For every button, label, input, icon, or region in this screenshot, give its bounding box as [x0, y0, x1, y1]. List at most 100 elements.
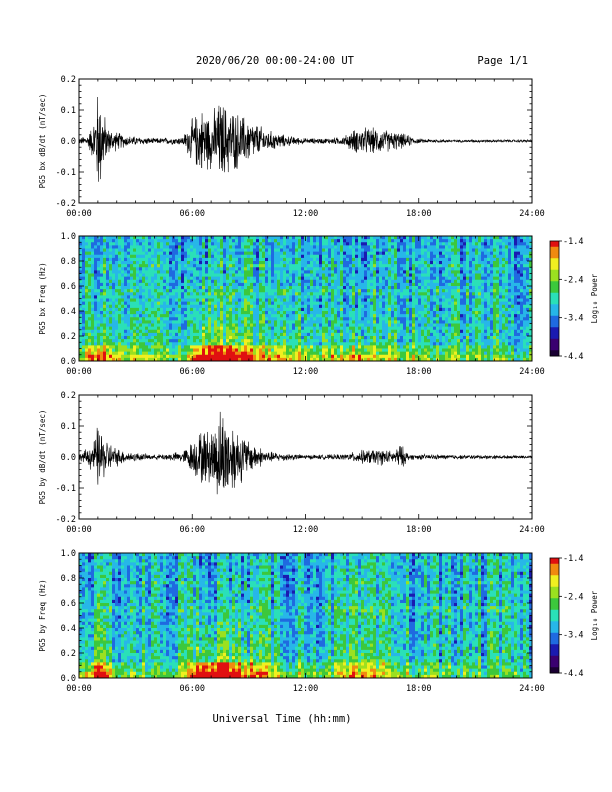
- y-tick-label: 0.6: [61, 282, 76, 292]
- colorbar-segment: [550, 308, 559, 311]
- colorbar-segment: [550, 281, 559, 284]
- colorbar-segment: [550, 604, 559, 607]
- colorbar-segment: [550, 287, 559, 290]
- colorbar-segment: [550, 333, 559, 336]
- colorbar-segment: [550, 582, 559, 586]
- colorbar-segment: [550, 321, 559, 324]
- colorbar-segment: [550, 279, 559, 282]
- colorbar-segment: [550, 628, 559, 632]
- x-tick-label: 00:00: [66, 684, 92, 694]
- y-tick-label: 1.0: [61, 549, 76, 559]
- x-tick-label: 18:00: [406, 525, 432, 535]
- colorbar-segment: [550, 558, 559, 561]
- colorbar-segment: [550, 264, 559, 267]
- colorbar-segment: [550, 290, 559, 294]
- colorbar-tick-label: -3.4: [563, 314, 583, 324]
- colorbar-segment: [550, 334, 559, 338]
- y-tick-label: 0.1: [61, 106, 76, 116]
- colorbar-segment: [550, 258, 559, 261]
- colorbar-segment: [550, 590, 559, 593]
- colorbar-segment: [550, 563, 559, 567]
- page-title: 2020/06/20 00:00-24:00 UT: [196, 55, 355, 67]
- colorbar-segment: [550, 267, 559, 271]
- y-tick-label: 0.2: [61, 75, 76, 85]
- plot-frame: [78, 394, 533, 520]
- y-tick-label: 0.4: [61, 307, 76, 317]
- plot-frame: [78, 235, 533, 362]
- colorbar-segment: [550, 634, 559, 638]
- y-tick-label: 1.0: [61, 232, 76, 242]
- colorbar-segment: [550, 600, 559, 603]
- colorbar-segment: [550, 651, 559, 655]
- y-axis-title: PG5 bx dB/dt (nT/sec): [38, 94, 47, 189]
- x-tick-label: 18:00: [406, 367, 432, 377]
- colorbar-segment: [550, 669, 559, 672]
- colorbar-segment: [550, 586, 559, 590]
- colorbar-segment: [550, 346, 559, 349]
- colorbar-segment: [550, 298, 559, 301]
- x-tick-label: 06:00: [179, 684, 205, 694]
- colorbar-segment: [550, 650, 559, 653]
- colorbar-segment: [550, 265, 559, 269]
- colorbar-segment: [550, 584, 559, 588]
- colorbar-segment: [550, 630, 559, 634]
- colorbar-segment: [550, 632, 559, 636]
- y-tick-label: 0.8: [61, 257, 76, 267]
- y-axis-title: PG5 by dB/dt (nT/sec): [38, 410, 47, 505]
- y-tick-label: -0.1: [56, 484, 76, 494]
- colorbar-segment: [550, 625, 559, 628]
- colorbar-segment: [550, 571, 559, 574]
- colorbar-tick-label: -2.4: [563, 275, 583, 285]
- series-line: [79, 411, 532, 495]
- colorbar-segment: [550, 613, 559, 616]
- colorbar-segment: [550, 607, 559, 611]
- colorbar-segment: [550, 665, 559, 668]
- colorbar-segment: [550, 627, 559, 630]
- colorbar-segment: [550, 667, 559, 670]
- colorbar-title: Log₁₀ Power: [590, 273, 599, 323]
- colorbar-segment: [550, 288, 559, 292]
- y-tick-label: 0.2: [61, 649, 76, 659]
- y-tick-label: 0.8: [61, 574, 76, 584]
- x-tick-label: 24:00: [519, 684, 545, 694]
- colorbar-segment: [550, 354, 559, 357]
- colorbar-segment: [550, 598, 559, 601]
- x-tick-label: 12:00: [293, 367, 319, 377]
- y-tick-label: 0.4: [61, 624, 76, 634]
- colorbar-segment: [550, 653, 559, 657]
- y-axis-title: PG5 by Freq (Hz): [38, 579, 47, 651]
- y-tick-label: 0.0: [61, 357, 76, 367]
- x-tick-label: 12:00: [293, 684, 319, 694]
- x-axis-title: Universal Time (hh:mm): [212, 713, 351, 725]
- colorbar-segment: [550, 269, 559, 273]
- colorbar-segment: [550, 617, 559, 620]
- colorbar-segment: [550, 260, 559, 263]
- colorbar-segment: [550, 581, 559, 584]
- x-tick-label: 24:00: [519, 367, 545, 377]
- colorbar-segment: [550, 296, 559, 299]
- colorbar-segment: [550, 315, 559, 319]
- colorbar-segment: [550, 342, 559, 345]
- y-tick-label: -0.2: [56, 199, 76, 209]
- colorbar-segment: [550, 331, 559, 334]
- colorbar-segment: [550, 594, 559, 597]
- x-tick-label: 00:00: [66, 209, 92, 219]
- colorbar-segment: [550, 577, 559, 580]
- colorbar-segment: [550, 285, 559, 288]
- colorbar-segment: [550, 602, 559, 605]
- colorbar-segment: [550, 336, 559, 340]
- colorbar-segment: [550, 313, 559, 317]
- colorbar-tick-label: -4.4: [563, 352, 583, 362]
- x-tick-label: 24:00: [519, 525, 545, 535]
- y-tick-label: 0.0: [61, 674, 76, 684]
- colorbar-tick-label: -4.4: [563, 669, 583, 679]
- colorbar-segment: [550, 559, 559, 563]
- colorbar-tick-label: -2.4: [563, 592, 583, 602]
- colorbar-segment: [550, 657, 559, 661]
- colorbar-segment: [550, 256, 559, 259]
- x-tick-label: 18:00: [406, 684, 432, 694]
- colorbar-segment: [550, 323, 559, 326]
- colorbar-segment: [550, 638, 559, 641]
- y-tick-label: 0.2: [61, 332, 76, 342]
- colorbar-segment: [550, 254, 559, 257]
